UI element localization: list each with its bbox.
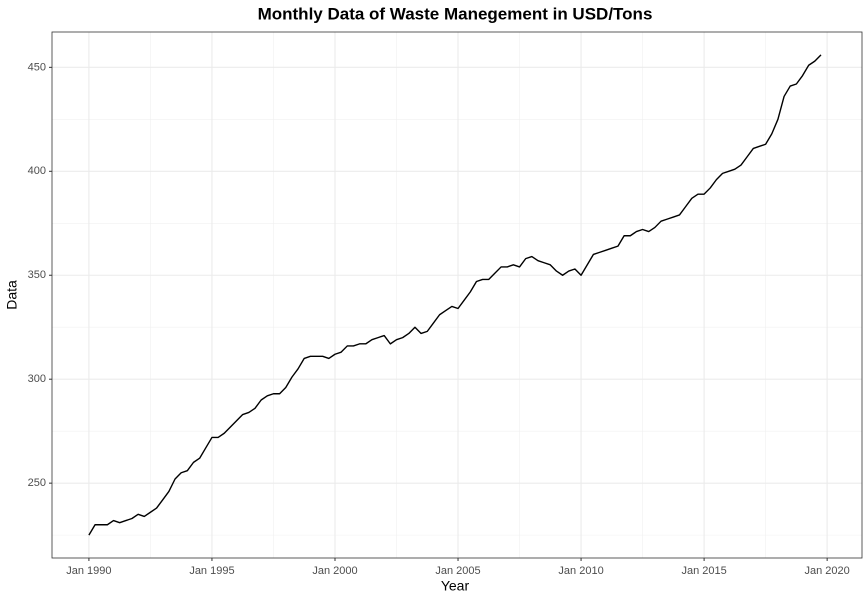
y-tick-label: 250 xyxy=(28,477,46,489)
x-tick-label: Jan 2010 xyxy=(558,565,603,577)
plot-border xyxy=(51,31,863,559)
x-tick-label: Jan 2015 xyxy=(681,565,726,577)
chart-title: Monthly Data of Waste Manegement in USD/… xyxy=(258,4,653,23)
y-tick-label: 450 xyxy=(28,61,46,73)
x-tick-label: Jan 2005 xyxy=(435,565,480,577)
x-tick-label: Jan 2000 xyxy=(312,565,357,577)
x-axis-label: Year xyxy=(441,578,470,594)
y-tick-label: 400 xyxy=(28,165,46,177)
y-tick-label: 350 xyxy=(28,269,46,281)
x-tick-label: Jan 1995 xyxy=(189,565,234,577)
y-tick-label: 300 xyxy=(28,373,46,385)
data-line xyxy=(88,54,822,536)
x-tick-label: Jan 2020 xyxy=(805,565,850,577)
y-axis-label: Data xyxy=(4,280,20,310)
x-tick-label: Jan 1990 xyxy=(66,565,111,577)
